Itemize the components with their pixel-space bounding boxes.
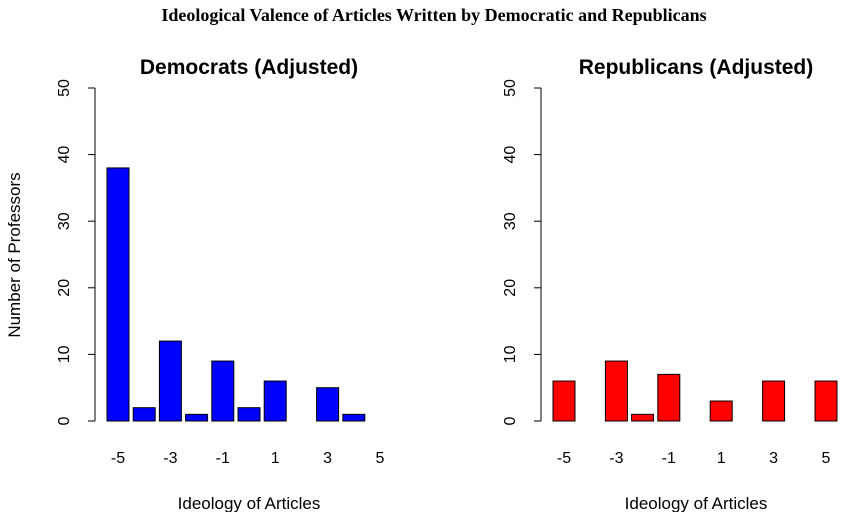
y-tick-label: 0	[502, 416, 519, 425]
bar	[132, 407, 156, 422]
bar	[631, 413, 655, 422]
x-tick-label: -3	[163, 450, 177, 467]
bar	[814, 380, 838, 422]
y-tick-label: 30	[502, 212, 519, 230]
bar	[604, 360, 628, 422]
x-tick-label: -1	[216, 450, 230, 467]
y-tick-label: 0	[56, 416, 73, 425]
bar	[158, 340, 182, 422]
bar	[709, 400, 733, 422]
y-tick-label: 50	[502, 79, 519, 97]
y-tick-label: 20	[56, 279, 73, 297]
bar	[316, 387, 340, 422]
x-tick-label: 3	[769, 450, 778, 467]
x-tick-label: -5	[111, 450, 125, 467]
y-axis-label: Number of Professors	[5, 172, 24, 337]
figure-title: Ideological Valence of Articles Written …	[161, 5, 706, 25]
bar	[552, 380, 576, 422]
y-tick-label: 40	[502, 146, 519, 164]
y-tick-label: 40	[56, 146, 73, 164]
bar	[185, 413, 209, 422]
y-tick-label: 20	[502, 279, 519, 297]
republicans-panel: Republicans (Adjusted) Ideology of Artic…	[502, 56, 838, 512]
bar	[657, 373, 681, 422]
panel-title: Republicans (Adjusted)	[579, 56, 814, 79]
y-tick-label: 10	[56, 345, 73, 363]
x-tick-label: 1	[271, 450, 280, 467]
bar	[263, 380, 287, 422]
x-tick-label: -3	[609, 450, 623, 467]
bar	[342, 413, 366, 422]
x-tick-label: 5	[822, 450, 831, 467]
y-tick-label: 10	[502, 345, 519, 363]
bar	[237, 407, 261, 422]
bar	[106, 167, 130, 422]
x-axis-label: Ideology of Articles	[178, 494, 321, 512]
bar	[762, 380, 786, 422]
x-tick-label: 1	[717, 450, 726, 467]
panel-title: Democrats (Adjusted)	[140, 56, 358, 79]
democrats-panel: Democrats (Adjusted) Number of Professor…	[5, 56, 385, 512]
x-axis-label: Ideology of Articles	[625, 494, 768, 512]
x-tick-label: 5	[376, 450, 385, 467]
y-tick-label: 50	[56, 79, 73, 97]
x-tick-label: -1	[662, 450, 676, 467]
x-tick-label: -5	[557, 450, 571, 467]
bar	[211, 360, 235, 422]
x-tick-label: 3	[323, 450, 332, 467]
y-tick-label: 30	[56, 212, 73, 230]
